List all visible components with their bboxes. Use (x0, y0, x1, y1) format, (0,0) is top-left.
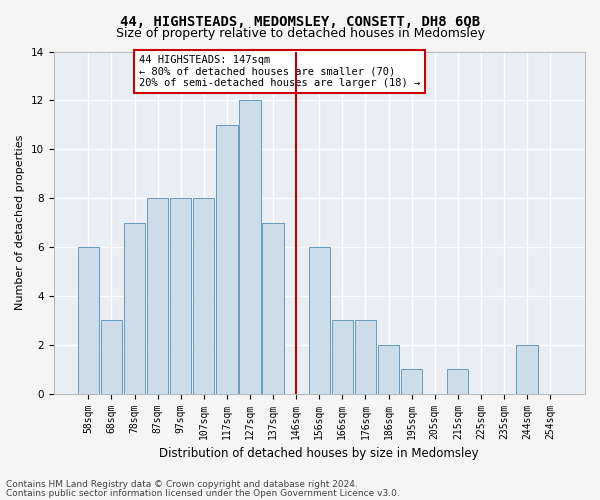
Bar (147, 198, 168, 394)
Bar (308, 247, 330, 394)
Bar (447, 370, 469, 394)
Bar (517, 345, 538, 394)
Text: Contains HM Land Registry data © Crown copyright and database right 2024.: Contains HM Land Registry data © Crown c… (6, 480, 358, 489)
Text: Size of property relative to detached houses in Medomsley: Size of property relative to detached ho… (115, 28, 485, 40)
X-axis label: Distribution of detached houses by size in Medomsley: Distribution of detached houses by size … (160, 447, 479, 460)
Bar (378, 345, 399, 394)
Y-axis label: Number of detached properties: Number of detached properties (15, 135, 25, 310)
Bar (262, 222, 284, 394)
Bar (124, 222, 145, 394)
Bar (193, 198, 214, 394)
Bar (101, 320, 122, 394)
Bar (77, 247, 99, 394)
Bar (170, 198, 191, 394)
Bar (239, 100, 260, 394)
Bar (355, 320, 376, 394)
Text: 44 HIGHSTEADS: 147sqm
← 80% of detached houses are smaller (70)
20% of semi-deta: 44 HIGHSTEADS: 147sqm ← 80% of detached … (139, 55, 421, 88)
Bar (401, 370, 422, 394)
Bar (332, 320, 353, 394)
Text: Contains public sector information licensed under the Open Government Licence v3: Contains public sector information licen… (6, 488, 400, 498)
Bar (216, 125, 238, 394)
Text: 44, HIGHSTEADS, MEDOMSLEY, CONSETT, DH8 6QB: 44, HIGHSTEADS, MEDOMSLEY, CONSETT, DH8 … (120, 15, 480, 29)
